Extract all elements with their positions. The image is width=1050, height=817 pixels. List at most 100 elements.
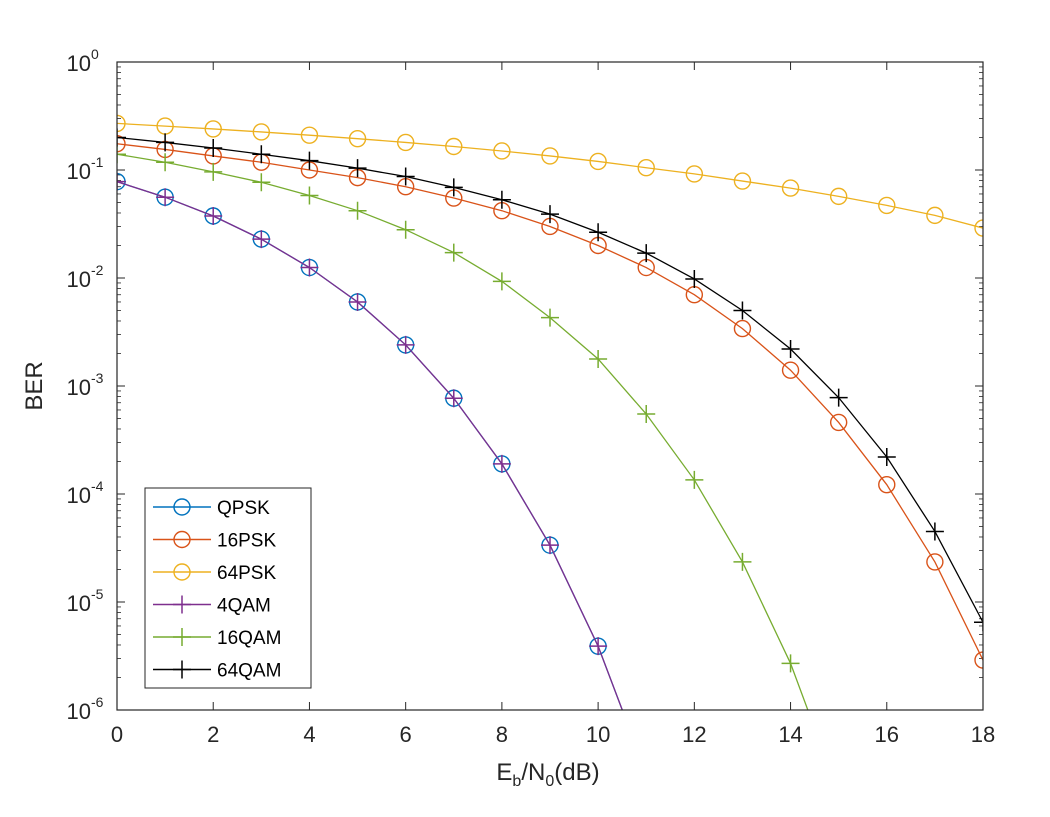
plus-marker	[589, 223, 608, 242]
legend-label: 16PSK	[217, 531, 276, 552]
plus-marker	[300, 186, 319, 205]
plus-marker	[781, 654, 800, 673]
circle-marker	[445, 137, 463, 156]
legend-entry: 4QAM	[153, 595, 271, 617]
circle-marker	[829, 413, 848, 432]
circle-marker	[252, 123, 271, 141]
x-tick-label: 16	[875, 722, 899, 747]
plus-marker	[637, 405, 656, 424]
y-tick-exponent: -4	[91, 478, 104, 494]
series-64PSK	[117, 114, 983, 237]
plus-marker	[117, 172, 126, 191]
plus-marker	[637, 244, 656, 263]
series-64QAM	[117, 128, 983, 632]
plus-marker	[252, 145, 271, 164]
plus-marker	[348, 201, 367, 220]
plus-marker	[589, 349, 608, 368]
circle-marker	[926, 206, 944, 225]
y-tick-base: 10	[67, 159, 91, 184]
plus-marker	[396, 335, 415, 354]
circle-marker	[637, 159, 655, 177]
y-axis-label: BER	[21, 361, 48, 410]
plus-marker	[173, 628, 191, 646]
plus-marker	[204, 207, 223, 226]
circle-marker	[781, 179, 800, 197]
x-tick-label: 6	[400, 722, 412, 747]
plus-marker	[252, 230, 271, 249]
plus-marker	[541, 205, 559, 224]
plus-marker	[685, 269, 704, 288]
y-tick-exponent: -1	[91, 154, 104, 170]
y-tick-label: 10	[67, 483, 91, 508]
circle-marker	[829, 187, 848, 206]
plus-marker	[348, 159, 367, 178]
series-layer	[117, 114, 983, 710]
y-tick-label: 10	[67, 375, 91, 400]
y-tick-base: 10	[67, 51, 91, 76]
y-tick-label: 10	[67, 591, 91, 616]
legend-entry: 16PSK	[153, 531, 276, 552]
series-4QAM	[117, 172, 623, 710]
legend-label: 4QAM	[217, 596, 271, 617]
plus-marker	[541, 308, 559, 327]
circle-marker	[348, 129, 367, 148]
y-tick-label: 10	[67, 699, 91, 724]
y-tick-exponent: -5	[91, 586, 104, 602]
x-tick-label: 4	[303, 722, 315, 747]
circle-marker	[878, 196, 896, 215]
plus-marker	[156, 133, 175, 152]
legend-box	[144, 487, 312, 689]
circle-marker	[300, 126, 319, 144]
legend-label: QPSK	[217, 498, 270, 519]
series-line	[117, 122, 983, 229]
plus-marker	[444, 243, 463, 262]
plus-marker	[444, 178, 463, 197]
circle-marker	[173, 498, 191, 516]
circle-marker	[974, 219, 983, 237]
circle-marker	[173, 530, 191, 549]
plus-marker	[300, 258, 319, 277]
plus-marker	[925, 522, 944, 541]
circle-marker	[541, 147, 559, 165]
circle-marker	[589, 152, 607, 171]
y-tick-label: 10	[67, 51, 91, 76]
legend-entry: 64QAM	[153, 660, 281, 682]
plus-marker	[204, 138, 223, 157]
plus-marker	[204, 162, 223, 181]
plus-marker	[156, 188, 175, 207]
circle-marker	[974, 651, 983, 669]
axis-ticks	[116, 61, 984, 711]
plus-marker	[396, 167, 415, 186]
legend-label: 64QAM	[217, 661, 281, 682]
y-tick-base: 10	[67, 483, 91, 508]
x-tick-label: 18	[971, 722, 995, 747]
plus-marker	[444, 389, 463, 408]
y-tick-base: 10	[67, 267, 91, 292]
series-16QAM	[117, 145, 809, 710]
y-tick-base: 10	[67, 591, 91, 616]
plus-marker	[733, 301, 752, 320]
x-tick-label: 2	[207, 722, 219, 747]
circle-marker	[493, 142, 511, 160]
circle-marker	[204, 120, 222, 138]
x-tick-label: 12	[682, 722, 706, 747]
legend-label: 16QAM	[217, 628, 281, 649]
y-tick-exponent: 0	[91, 46, 99, 62]
plus-marker	[541, 536, 559, 555]
plus-marker	[589, 637, 608, 656]
plus-marker	[300, 151, 319, 170]
circle-marker	[781, 361, 800, 379]
circle-marker	[117, 114, 126, 133]
plus-marker	[877, 448, 896, 467]
y-tick-label: 10	[67, 267, 91, 292]
legend-label: 64PSK	[217, 563, 276, 584]
x-axis-label: Eb/N0(dB)	[496, 759, 599, 790]
y-tick-exponent: -2	[91, 262, 104, 278]
circle-marker	[733, 172, 752, 190]
plus-marker	[396, 220, 415, 239]
legend: QPSK 16PSK 64PSK 4QAM 16QAM 64QAM	[144, 487, 312, 689]
plus-marker	[492, 190, 511, 209]
y-tick-base: 10	[67, 699, 91, 724]
circle-marker	[926, 553, 944, 571]
